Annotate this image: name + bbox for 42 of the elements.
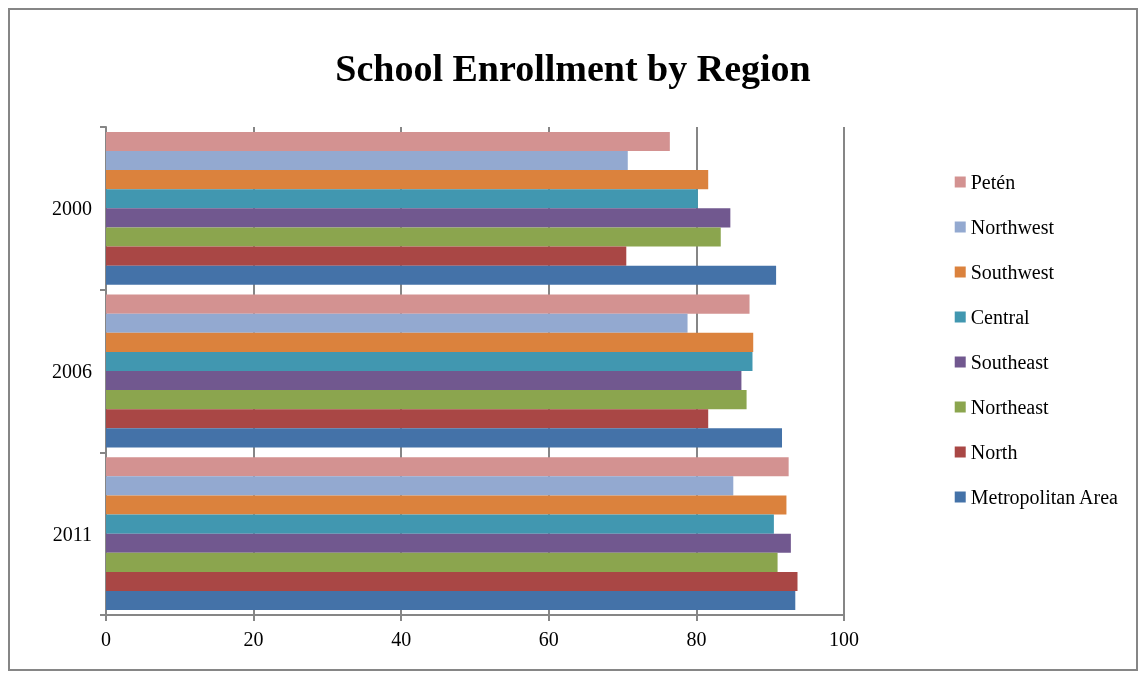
- bar: [106, 351, 753, 371]
- bar: [106, 476, 734, 496]
- bar: [106, 131, 670, 151]
- y-tick-label: 2006: [52, 360, 92, 382]
- bar: [106, 371, 742, 391]
- x-tick-label: 100: [829, 628, 859, 650]
- chart-title: School Enrollment by Region: [335, 47, 811, 89]
- bar: [106, 208, 731, 228]
- legend-label: Petén: [970, 171, 1016, 193]
- legend-label: Southwest: [970, 261, 1055, 283]
- bar: [106, 495, 787, 515]
- legend-label: Central: [970, 306, 1031, 328]
- bar: [106, 294, 750, 314]
- bar: [106, 170, 709, 190]
- y-tick-label: 2000: [52, 197, 92, 220]
- bar: [106, 428, 783, 448]
- y-tick-label: 2011: [52, 522, 92, 545]
- bar: [106, 571, 798, 592]
- x-tick-label: 80: [686, 628, 707, 650]
- x-tick-label: 60: [538, 628, 559, 650]
- bar: [106, 227, 721, 247]
- bar: [106, 332, 754, 352]
- bar: [106, 533, 791, 553]
- bar: [106, 313, 688, 333]
- bar: [106, 150, 628, 171]
- bar: [106, 390, 747, 410]
- bar: [106, 514, 774, 534]
- x-tick-label: 20: [243, 628, 264, 650]
- bar: [106, 265, 777, 285]
- bar: [106, 189, 698, 209]
- bar: [106, 409, 709, 429]
- legend-label: Southeast: [970, 351, 1049, 373]
- bar: [106, 591, 796, 611]
- x-tick-label: 40: [391, 628, 412, 650]
- bar: [106, 246, 627, 266]
- legend-label: North: [970, 441, 1018, 463]
- legend-label: Northeast: [970, 396, 1049, 418]
- bar: [106, 552, 778, 572]
- bar: [106, 457, 789, 477]
- x-tick-label: 0: [101, 628, 111, 650]
- legend-label: Northwest: [970, 216, 1055, 238]
- legend-label: Metropolitan Area: [970, 486, 1119, 509]
